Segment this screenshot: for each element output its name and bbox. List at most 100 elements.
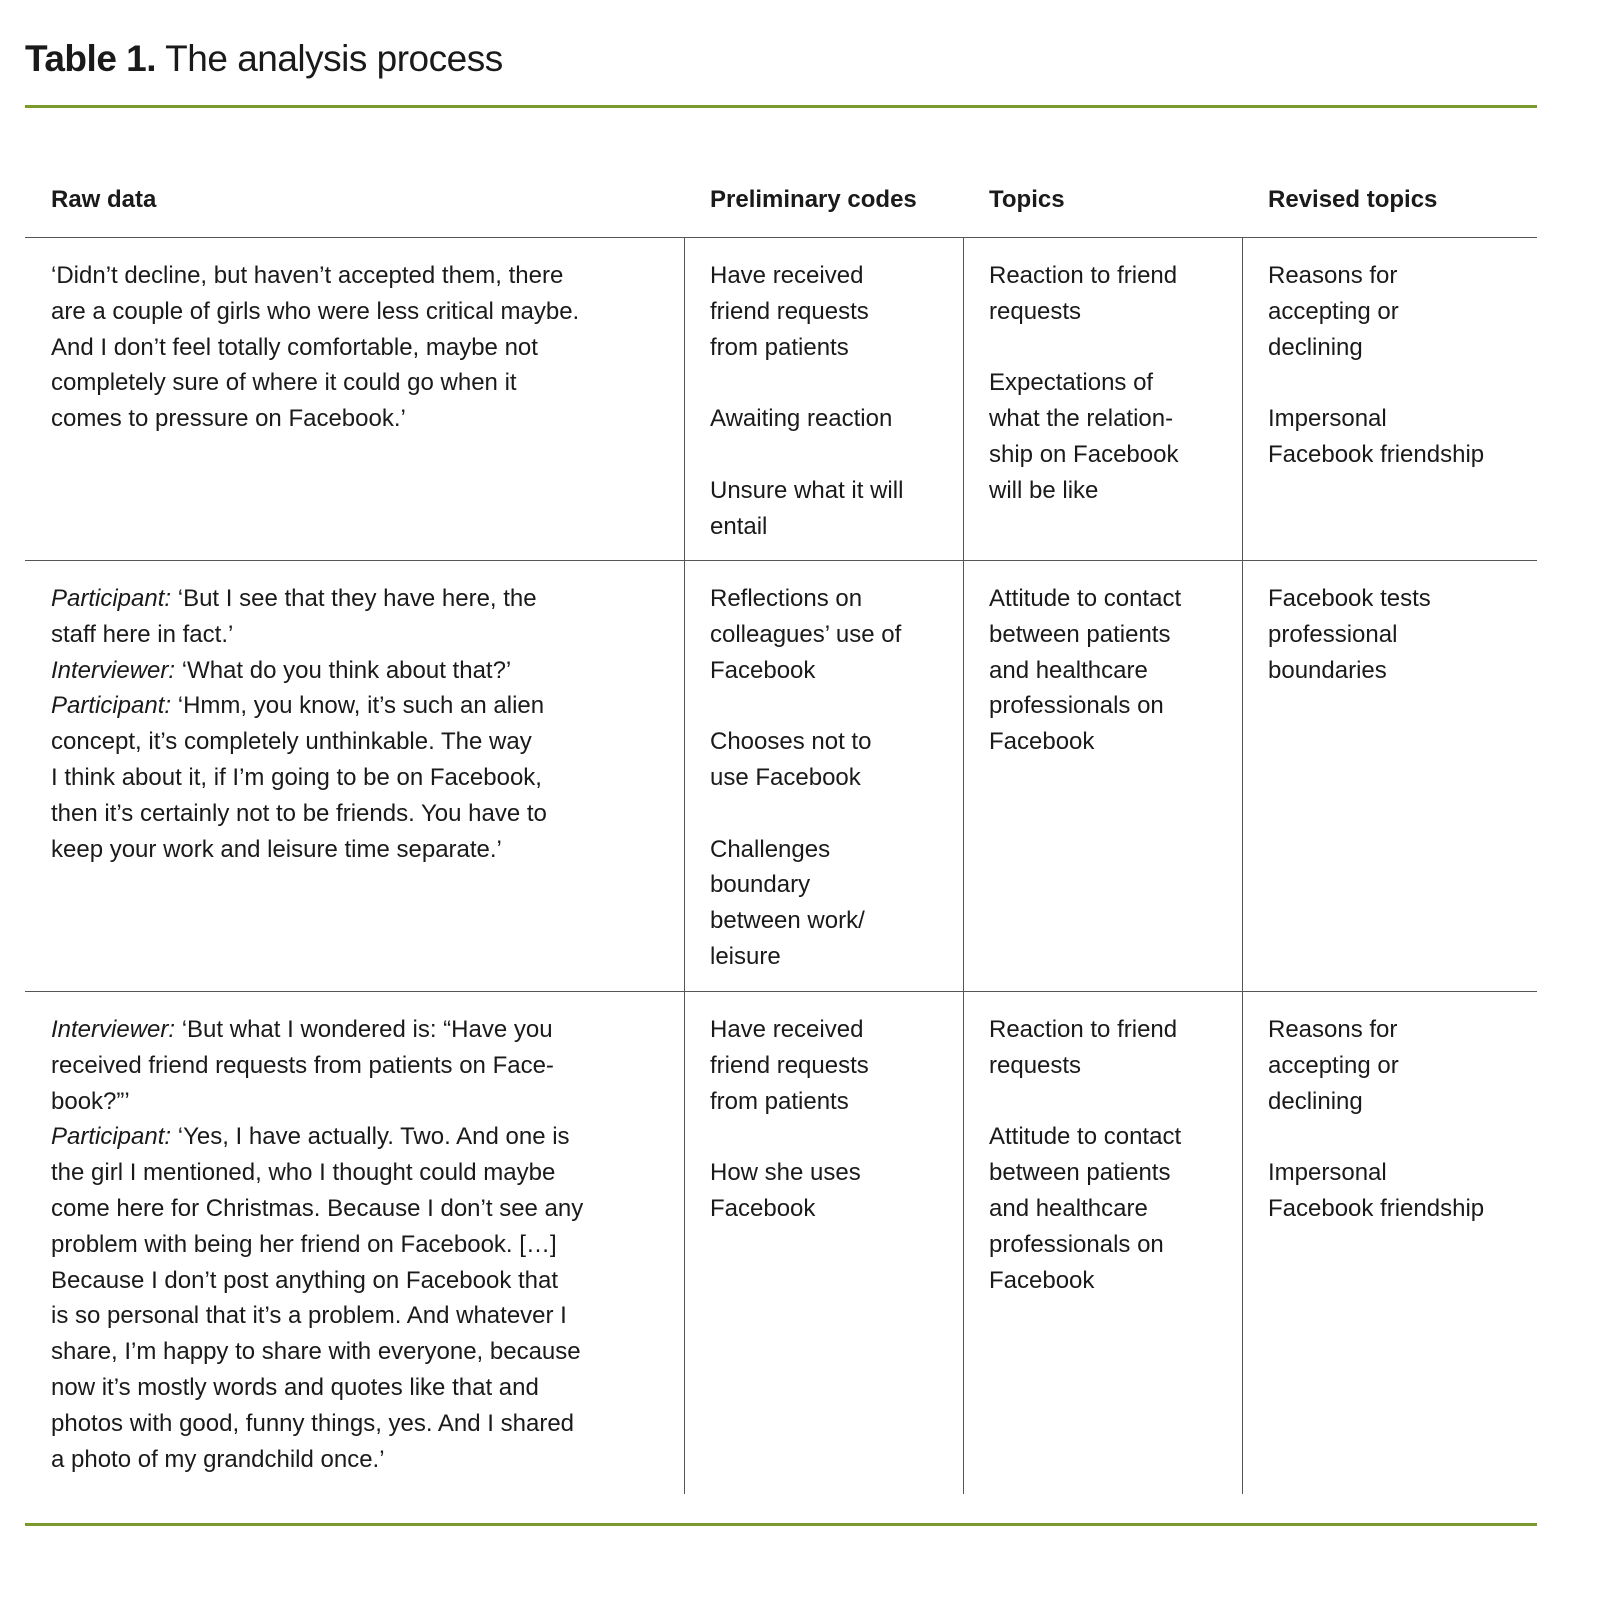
quote-paragraph: ‘Didn’t decline, but haven’t accepted th… — [51, 258, 579, 437]
codes-line: Chooses not to — [710, 728, 872, 756]
quote-text: ‘What do you think about that?’ — [175, 656, 512, 684]
topics-line: and healthcare — [989, 656, 1148, 684]
revised-item: Impersonal Facebook friendship — [1268, 1155, 1484, 1227]
cell-revised: Reasons for accepting or declining Imperson… — [1268, 258, 1484, 509]
topics-line: ship on Facebook — [989, 440, 1179, 468]
topics-line: Attitude to contact — [989, 1123, 1182, 1151]
codes-line: Facebook — [710, 656, 816, 684]
quote-line: book?”’ — [51, 1084, 583, 1120]
topics-line: between patients — [989, 1159, 1171, 1187]
topics-line: Attitude to contact — [989, 585, 1182, 612]
quote-line: the girl I mentioned, who I thought coul… — [51, 1155, 583, 1191]
quote-line: And I don’t feel totally comfortable, ma… — [51, 330, 579, 366]
codes-line: Unsure what it will — [710, 476, 904, 504]
quote-paragraph: Interviewer: ‘What do you think about th… — [51, 653, 547, 689]
quote-text: ‘Yes, I have actually. Two. And one is — [171, 1123, 570, 1151]
topics-line: and healthcare — [989, 1194, 1148, 1222]
codes-item: Chooses not to use Facebook — [710, 724, 901, 796]
quote-line: Participant: ‘Hmm, you know, it’s such a… — [51, 688, 547, 724]
topics-line: Expectations of — [989, 369, 1154, 397]
speaker-label: Participant: — [51, 1123, 172, 1151]
quote-text: is so personal that it’s a problem. And … — [51, 1302, 567, 1330]
quote-text: I think about it, if I’m going to be on … — [51, 763, 542, 791]
quote-paragraph: Interviewer: ‘But what I wondered is: “H… — [51, 1012, 583, 1119]
codes-line: use Facebook — [710, 763, 861, 791]
revised-line: Reasons for — [1268, 262, 1398, 289]
quote-text: now it’s mostly words and quotes like th… — [51, 1373, 539, 1401]
codes-item: Reflections on colleagues’ use of Facebook — [710, 581, 901, 688]
quote-text: And I don’t feel totally comfortable, ma… — [51, 333, 538, 361]
revised-line: declining — [1268, 333, 1363, 361]
cell-raw-data: Participant: ‘But I see that they have h… — [51, 581, 547, 867]
row-divider — [25, 991, 1537, 992]
topics-item: Attitude to contact between patients and h… — [989, 1119, 1181, 1298]
codes-line: Have received — [710, 1016, 864, 1043]
quote-line: is so personal that it’s a problem. And … — [51, 1298, 583, 1334]
revised-line: accepting or — [1268, 297, 1399, 325]
quote-text: photos with good, funny things, yes. And… — [51, 1409, 575, 1437]
revised-line: Impersonal — [1268, 1159, 1387, 1187]
codes-item: How she uses Facebook — [710, 1155, 869, 1227]
top-rule — [25, 105, 1537, 108]
revised-item: Impersonal Facebook friendship — [1268, 401, 1484, 473]
quote-line: completely sure of where it could go whe… — [51, 365, 579, 401]
codes-line: from patients — [710, 333, 849, 361]
quote-line: ‘Didn’t decline, but haven’t accepted th… — [51, 258, 579, 294]
quote-line: keep your work and leisure time separate… — [51, 832, 547, 868]
topics-line: requests — [989, 1051, 1082, 1079]
quote-text: received friend requests from patients o… — [51, 1051, 554, 1079]
codes-line: friend requests — [710, 297, 869, 325]
codes-line: leisure — [710, 942, 781, 970]
codes-item: Unsure what it will entail — [710, 473, 903, 545]
quote-line: received friend requests from patients o… — [51, 1048, 583, 1084]
column-header-topics: Topics — [989, 186, 1065, 213]
topics-line: what the relation- — [989, 405, 1174, 433]
codes-line: colleagues’ use of — [710, 620, 902, 648]
quote-text: a photo of my grandchild once.’ — [51, 1445, 385, 1473]
quote-line: Participant: ‘Yes, I have actually. Two.… — [51, 1119, 583, 1155]
codes-line: Facebook — [710, 1194, 816, 1222]
column-divider — [963, 238, 964, 1494]
quote-text: come here for Christmas. Because I don’t… — [51, 1194, 584, 1222]
table-caption: The analysis process — [165, 38, 503, 79]
revised-line: Facebook tests — [1268, 585, 1431, 612]
speaker-label: Interviewer: — [51, 1016, 176, 1043]
column-header-raw-data: Raw data — [51, 186, 157, 213]
speaker-label: Participant: — [51, 585, 172, 612]
cell-raw-data: Interviewer: ‘But what I wondered is: “H… — [51, 1012, 583, 1477]
quote-line: photos with good, funny things, yes. And… — [51, 1406, 583, 1442]
revised-line: accepting or — [1268, 1051, 1399, 1079]
codes-line: entail — [710, 512, 768, 540]
column-header-preliminary-codes: Preliminary codes — [710, 186, 917, 213]
quote-text: ‘But what I wondered is: “Have you — [175, 1016, 553, 1043]
cell-codes: Reflections on colleagues’ use of Facebook… — [710, 581, 901, 1011]
quote-line: share, I’m happy to share with everyone,… — [51, 1334, 583, 1370]
quote-text: staff here in fact.’ — [51, 620, 234, 648]
quote-text: ‘But I see that they have here, the — [171, 585, 537, 612]
speaker-label: Interviewer: — [51, 656, 176, 684]
quote-text: ‘Hmm, you know, it’s such an alien — [171, 692, 545, 720]
cell-codes: Have received friend requests from patient… — [710, 258, 903, 580]
revised-item: Facebook tests professional boundaries — [1268, 581, 1431, 688]
quote-text: share, I’m happy to share with everyone,… — [51, 1338, 581, 1366]
speaker-label: Participant: — [51, 692, 172, 720]
column-divider — [684, 238, 685, 1494]
bottom-rule — [25, 1523, 1537, 1526]
quote-text: book?”’ — [51, 1087, 130, 1115]
codes-line: Challenges — [710, 835, 831, 863]
quote-line: Interviewer: ‘But what I wondered is: “H… — [51, 1012, 583, 1048]
cell-topics: Reaction to friend requests Attitude to co… — [989, 1012, 1181, 1334]
column-header-revised-topics: Revised topics — [1268, 186, 1438, 213]
codes-item: Awaiting reaction — [710, 401, 903, 437]
quote-line: staff here in fact.’ — [51, 617, 547, 653]
codes-item: Challenges boundary between work/leisure — [710, 832, 901, 975]
revised-item: Reasons for accepting or declining — [1268, 1012, 1484, 1119]
topics-line: professionals on — [989, 1230, 1164, 1258]
quote-line: now it’s mostly words and quotes like th… — [51, 1370, 583, 1406]
topics-item: Expectations of what the relation-ship on… — [989, 365, 1178, 508]
topics-item: Reaction to friend requests — [989, 1012, 1181, 1084]
topics-line: Reaction to friend — [989, 1016, 1178, 1043]
quote-text: completely sure of where it could go whe… — [51, 369, 517, 397]
quote-line: come here for Christmas. Because I don’t… — [51, 1191, 583, 1227]
quote-text: then it’s certainly not to be friends. Y… — [51, 799, 547, 827]
